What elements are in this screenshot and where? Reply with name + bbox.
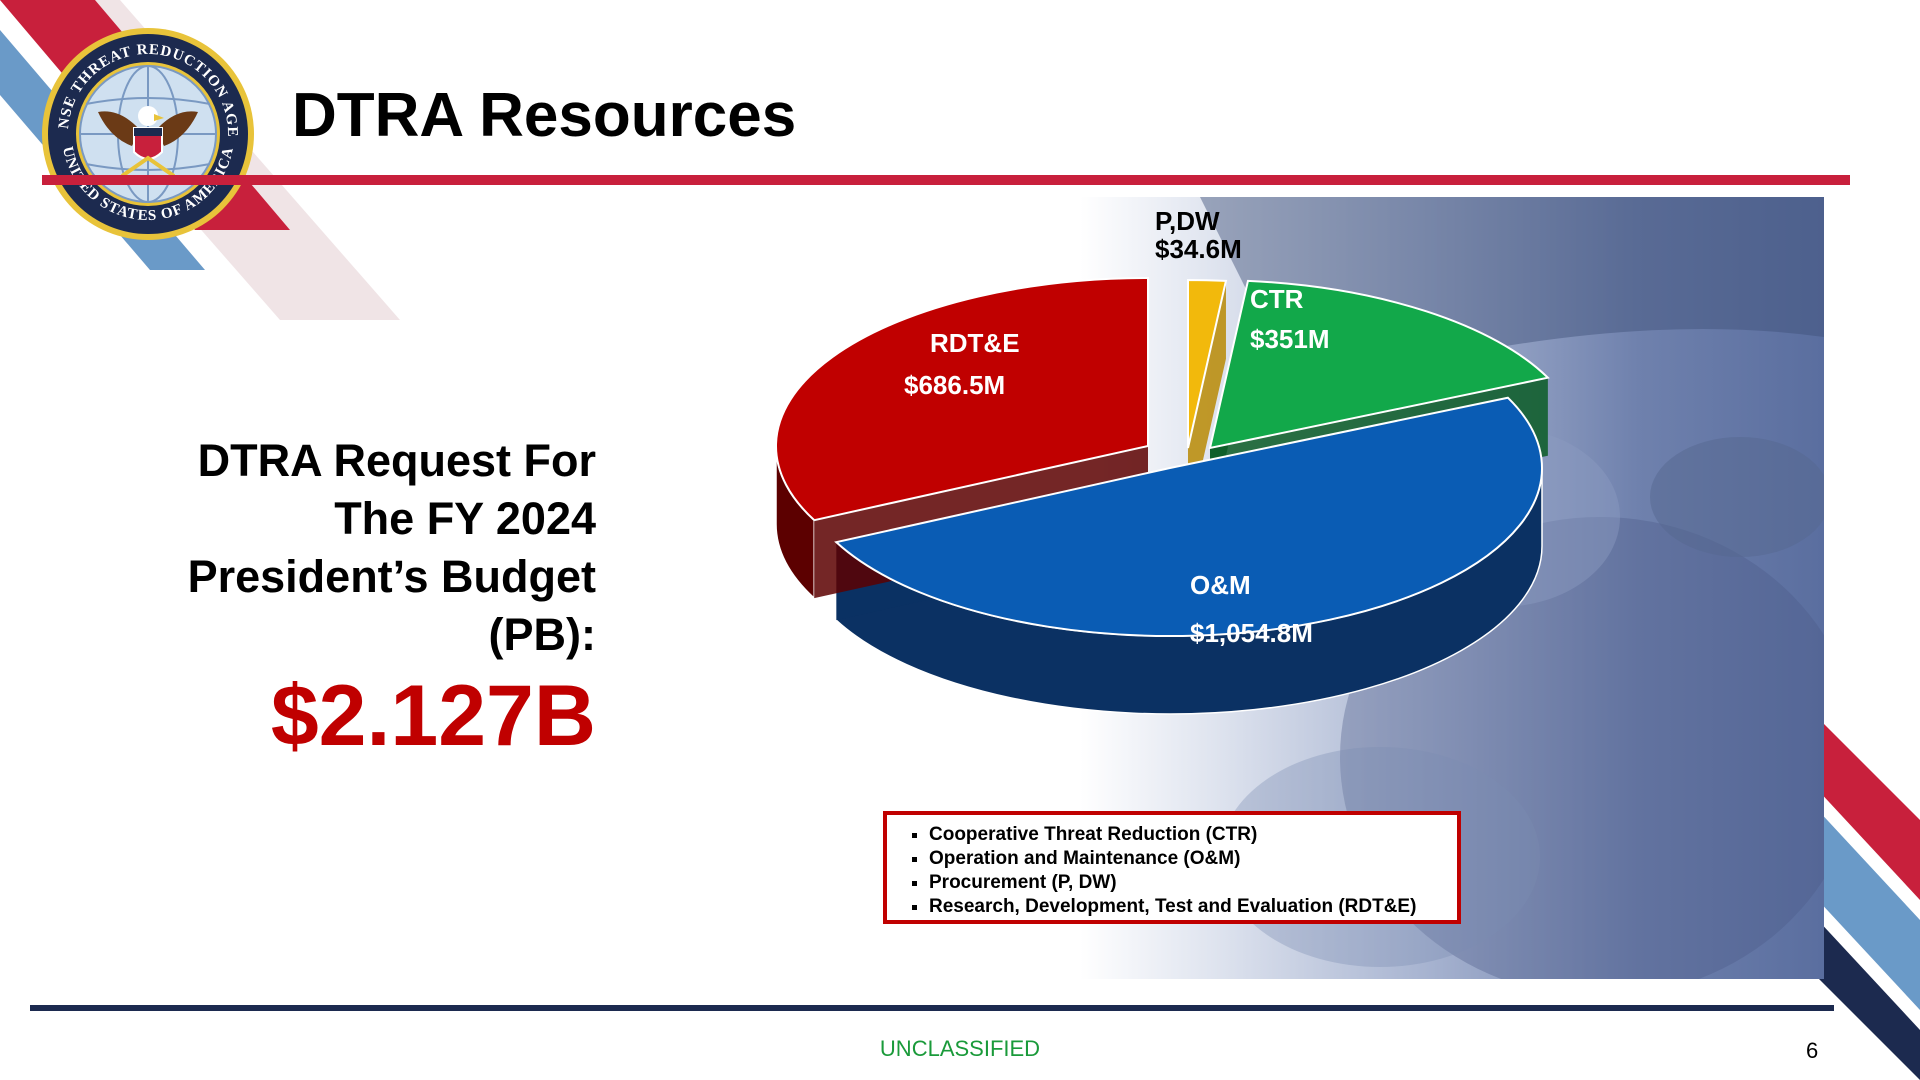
slice-value-label-pdw: $34.6M xyxy=(1155,234,1242,264)
request-line: (PB): xyxy=(488,609,596,660)
slice-name-label-pdw: P,DW xyxy=(1155,206,1220,236)
budget-request-text: DTRA Request For The FY 2024 President’s… xyxy=(100,432,596,664)
slice-name-label-om: O&M xyxy=(1190,570,1251,600)
slice-value-label-ctr: $351M xyxy=(1250,324,1330,354)
pie-slice-ctr xyxy=(1208,279,1550,450)
request-line: President’s Budget xyxy=(187,551,596,602)
page-number: 6 xyxy=(1806,1038,1819,1063)
title-divider xyxy=(42,175,1850,185)
pie-slice-rdte xyxy=(775,276,1149,522)
footer-divider xyxy=(30,1005,1834,1011)
legend: Cooperative Threat Reduction (CTR) Opera… xyxy=(883,811,1461,924)
request-line: The FY 2024 xyxy=(334,493,596,544)
slice-value-label-om: $1,054.8M xyxy=(1190,618,1313,648)
slide-title: DTRA Resources xyxy=(292,81,797,150)
legend-item-om: Operation and Maintenance (O&M) xyxy=(929,847,1457,871)
legend-item-pdw: Procurement (P, DW) xyxy=(929,871,1457,895)
classification-marking: UNCLASSIFIED xyxy=(879,1036,1041,1061)
slice-name-label-rdte: RDT&E xyxy=(930,328,1020,358)
pie-slice-om xyxy=(834,396,1543,638)
total-budget-amount: $2.127B xyxy=(270,668,596,764)
legend-item-rdte: Research, Development, Test and Evaluati… xyxy=(929,895,1457,919)
budget-pie-chart: P,DW$34.6M CTR $351M O&M $1,054.8M RDT&E $686.… xyxy=(775,206,1550,715)
slice-name-label-ctr: CTR xyxy=(1250,284,1304,314)
request-line: DTRA Request For xyxy=(197,435,596,486)
slice-value-label-rdte: $686.5M xyxy=(904,370,1005,400)
pie-slice-pdw xyxy=(1187,278,1228,449)
agency-seal-icon: DEFENSE THREAT REDUCTION AGENCY UNITED S… xyxy=(40,26,254,240)
legend-item-ctr: Cooperative Threat Reduction (CTR) xyxy=(929,823,1457,847)
